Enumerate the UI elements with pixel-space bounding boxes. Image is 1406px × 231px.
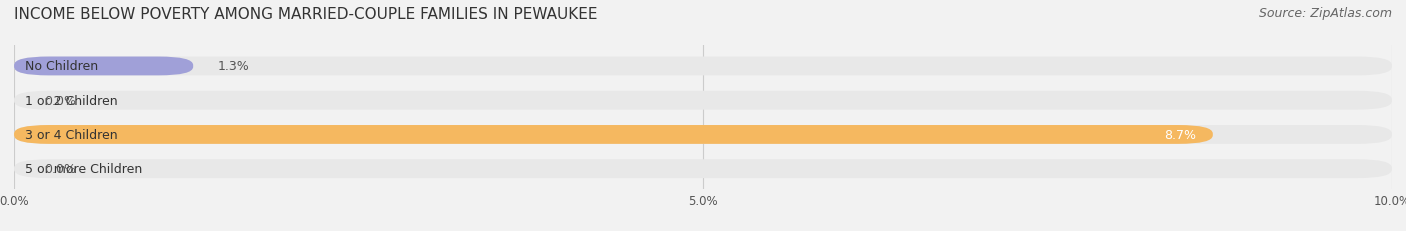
- FancyBboxPatch shape: [14, 125, 1213, 144]
- Text: 5 or more Children: 5 or more Children: [25, 162, 142, 175]
- Text: 0.0%: 0.0%: [45, 162, 76, 175]
- FancyBboxPatch shape: [14, 125, 1392, 144]
- Text: 1.3%: 1.3%: [218, 60, 250, 73]
- Text: 1 or 2 Children: 1 or 2 Children: [25, 94, 118, 107]
- Text: 8.7%: 8.7%: [1164, 128, 1197, 141]
- FancyBboxPatch shape: [14, 160, 1392, 178]
- FancyBboxPatch shape: [14, 57, 193, 76]
- Text: No Children: No Children: [25, 60, 98, 73]
- Text: 0.0%: 0.0%: [45, 94, 76, 107]
- Text: 3 or 4 Children: 3 or 4 Children: [25, 128, 118, 141]
- Text: Source: ZipAtlas.com: Source: ZipAtlas.com: [1258, 7, 1392, 20]
- FancyBboxPatch shape: [14, 57, 1392, 76]
- FancyBboxPatch shape: [14, 91, 1392, 110]
- Text: INCOME BELOW POVERTY AMONG MARRIED-COUPLE FAMILIES IN PEWAUKEE: INCOME BELOW POVERTY AMONG MARRIED-COUPL…: [14, 7, 598, 22]
